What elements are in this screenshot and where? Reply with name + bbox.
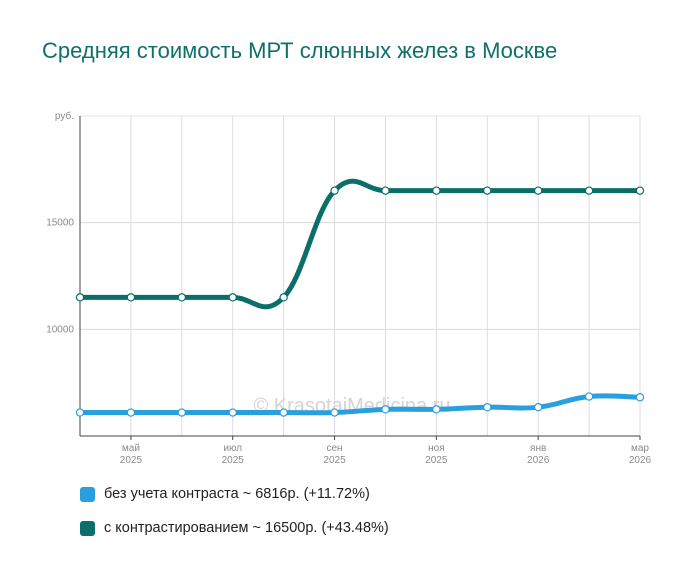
data-point	[126, 408, 136, 417]
data-point	[483, 186, 492, 195]
data-point	[483, 403, 492, 412]
legend-item-contrast[interactable]: с контрастированием ~ 16500р. (+43.48%)	[80, 520, 389, 536]
chart-title: Средняя стоимость МРТ слюнных желез в Мо…	[42, 38, 558, 63]
data-point	[228, 293, 237, 302]
data-point	[279, 408, 288, 417]
data-point	[635, 393, 645, 402]
x-tick-month: сен	[326, 443, 342, 454]
data-point	[177, 408, 187, 417]
data-point	[228, 408, 237, 417]
data-point	[126, 293, 136, 302]
series-no-contrast	[75, 392, 645, 417]
x-tick-month: янв	[530, 443, 546, 454]
data-point	[381, 405, 390, 414]
data-point	[432, 186, 441, 195]
series-line	[77, 178, 643, 310]
data-point	[330, 408, 339, 417]
x-tick-year: 2025	[120, 455, 143, 466]
data-point	[75, 293, 85, 302]
data-point	[75, 408, 85, 417]
data-point	[432, 405, 441, 414]
y-unit-label: руб.	[55, 110, 74, 122]
y-tick-label: 10000	[46, 324, 74, 335]
data-point	[533, 186, 543, 195]
legend-swatch-contrast	[80, 520, 95, 536]
legend-item-no-contrast[interactable]: без учета контраста ~ 6816р. (+11.72%)	[80, 486, 370, 502]
data-point	[177, 293, 187, 302]
legend-label-no-contrast: без учета контраста ~ 6816р. (+11.72%)	[104, 486, 370, 502]
data-point	[635, 186, 645, 195]
x-tick-month: ноя	[428, 443, 445, 454]
x-tick-year: 2025	[222, 455, 245, 466]
x-tick-year: 2025	[323, 455, 346, 466]
x-tick-month: мар	[631, 443, 649, 454]
x-tick-year: 2025	[425, 455, 448, 466]
x-tick-month: июл	[223, 443, 242, 454]
legend-label-contrast: с контрастированием ~ 16500р. (+43.48%)	[104, 520, 389, 536]
x-tick-month: май	[122, 443, 140, 454]
data-point	[584, 186, 594, 195]
series-line	[77, 393, 643, 416]
data-point	[533, 403, 543, 412]
data-point	[381, 186, 390, 195]
data-point	[330, 186, 339, 195]
data-point	[279, 293, 288, 302]
y-tick-label: 15000	[46, 218, 74, 229]
x-tick-year: 2026	[527, 455, 550, 466]
legend-swatch-no-contrast	[80, 486, 95, 502]
data-point	[584, 392, 594, 401]
series-contrast	[75, 178, 645, 310]
x-tick-year: 2026	[629, 455, 652, 466]
